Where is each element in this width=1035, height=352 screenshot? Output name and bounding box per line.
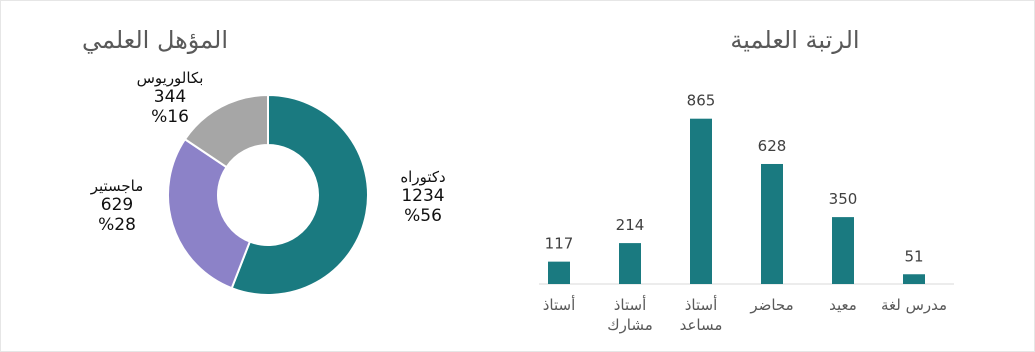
x-tick-label: مدرس لغة xyxy=(881,296,947,314)
bar-2 xyxy=(690,118,712,284)
rank-chart-title: الرتبة العلمية xyxy=(730,26,860,54)
bar-1 xyxy=(619,243,641,284)
donut-label-masters: ماجستير 629 %28 xyxy=(82,177,152,235)
bar-value-label: 214 xyxy=(616,216,645,234)
donut-label-value: 1234 xyxy=(401,186,445,206)
qualification-chart: المؤهل العلمي دكتوراه 1234 %56 ماجستير 6… xyxy=(0,0,515,352)
bar-chart: 117 أستاذ 214 أستاذ مشارك 865 أستاذ مساعد 628 محا… xyxy=(539,92,954,334)
donut-label-value: 344 xyxy=(153,87,187,107)
donut-slice-1 xyxy=(167,137,252,290)
x-tick-label: محاضر xyxy=(749,296,793,314)
donut-label-percent: %56 xyxy=(404,206,442,226)
donut-label-bachelors: بكالوريوس 344 %16 xyxy=(125,69,215,127)
x-tick-label: معيد xyxy=(829,296,857,314)
donut-label-doctorate: دكتوراه 1234 %56 xyxy=(388,168,458,226)
donut-label-name: بكالوريوس xyxy=(136,69,204,87)
bar-5 xyxy=(903,274,925,284)
bar-0 xyxy=(548,261,570,284)
bar-value-label: 628 xyxy=(758,137,787,155)
x-tick-label: أستاذ xyxy=(685,295,718,314)
bar-4 xyxy=(832,217,854,284)
bar-value-label: 51 xyxy=(904,247,923,265)
donut-label-name: ماجستير xyxy=(90,177,144,195)
donut-slice-2 xyxy=(183,93,269,169)
donut-label-percent: %16 xyxy=(151,107,189,127)
donut-label-percent: %28 xyxy=(98,215,136,235)
bar-value-label: 350 xyxy=(829,190,858,208)
qualification-chart-title: المؤهل العلمي xyxy=(81,26,229,54)
donut-chart xyxy=(167,93,369,296)
x-tick-label: أستاذ xyxy=(614,295,647,314)
x-tick-label: أستاذ xyxy=(543,295,576,314)
bar-value-label: 865 xyxy=(687,92,716,110)
rank-chart: الرتبة العلمية 117 أستاذ 214 أستاذ مشارك 865 أ… xyxy=(515,0,1035,352)
x-tick-label: مساعد xyxy=(680,316,723,334)
donut-label-value: 629 xyxy=(100,195,134,215)
donut-slice-0 xyxy=(230,93,369,296)
donut-label-name: دكتوراه xyxy=(400,168,446,186)
x-tick-label: مشارك xyxy=(607,316,653,334)
bar-3 xyxy=(761,163,783,284)
bar-value-label: 117 xyxy=(545,235,574,253)
